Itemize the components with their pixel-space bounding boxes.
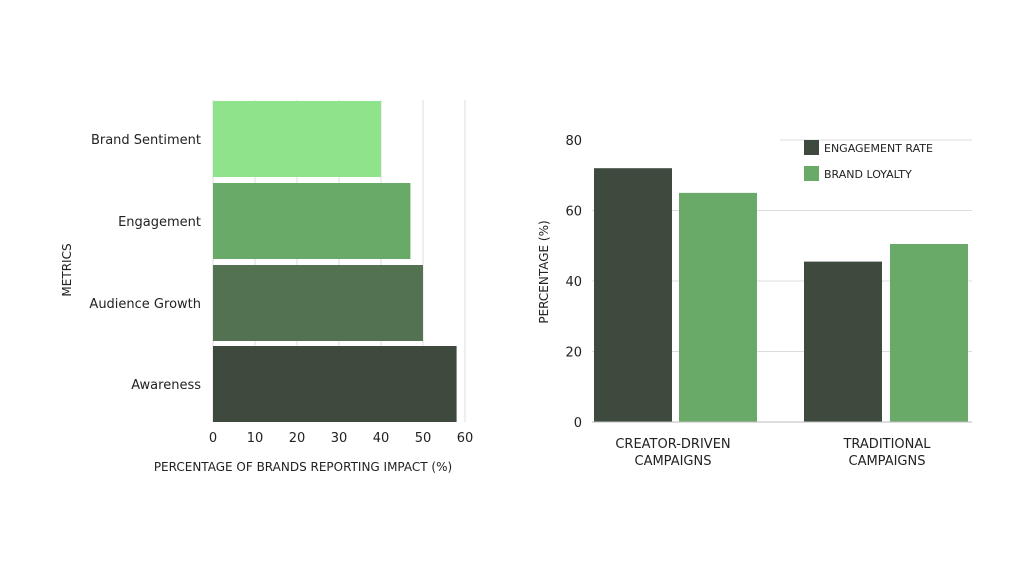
bar-brand-loyalty-1 <box>890 243 968 422</box>
category-label-line: CAMPAIGNS <box>849 454 926 469</box>
y-tick-label: 0 <box>574 416 582 431</box>
category-label-line: CAMPAIGNS <box>635 454 712 469</box>
x-tick-label: 10 <box>247 431 264 446</box>
x-tick-label: 60 <box>457 431 474 446</box>
category-label-line: TRADITIONAL <box>842 437 931 452</box>
legend-swatch <box>804 166 819 181</box>
y-axis-title: PERCENTAGE (%) <box>537 220 551 323</box>
y-tick-label: 60 <box>565 205 582 220</box>
x-axis-title: PERCENTAGE OF BRANDS REPORTING IMPACT (%… <box>154 460 452 474</box>
bar-engagement <box>213 183 411 259</box>
category-label-line: CREATOR-DRIVEN <box>615 437 730 452</box>
legend-label: BRAND LOYALTY <box>824 168 912 181</box>
x-tick-label: 30 <box>331 431 348 446</box>
bar-brand-sentiment <box>213 101 381 177</box>
category-label: Brand Sentiment <box>91 133 201 148</box>
y-tick-label: 20 <box>565 346 582 361</box>
bar-awareness <box>213 346 457 422</box>
category-label: CREATOR-DRIVEN CAMPAIGNS <box>615 437 730 469</box>
bar-engagement-rate-0 <box>594 168 672 422</box>
category-label: TRADITIONAL CAMPAIGNS <box>842 437 931 469</box>
x-tick-label: 20 <box>289 431 306 446</box>
x-tick-label: 0 <box>209 431 217 446</box>
category-label: Engagement <box>118 215 201 230</box>
category-label: Audience Growth <box>89 297 201 312</box>
y-tick-label: 40 <box>565 275 582 290</box>
bar-brand-loyalty-0 <box>679 192 757 422</box>
category-label: Awareness <box>131 378 201 393</box>
x-tick-label: 50 <box>415 431 432 446</box>
y-tick-label: 80 <box>565 134 582 149</box>
legend-label: ENGAGEMENT RATE <box>824 142 933 155</box>
bar-engagement-rate-1 <box>804 261 882 422</box>
legend-swatch <box>804 140 819 155</box>
x-tick-label: 40 <box>373 431 390 446</box>
bar-audience-growth <box>213 265 423 341</box>
y-axis-title: METRICS <box>60 243 74 296</box>
